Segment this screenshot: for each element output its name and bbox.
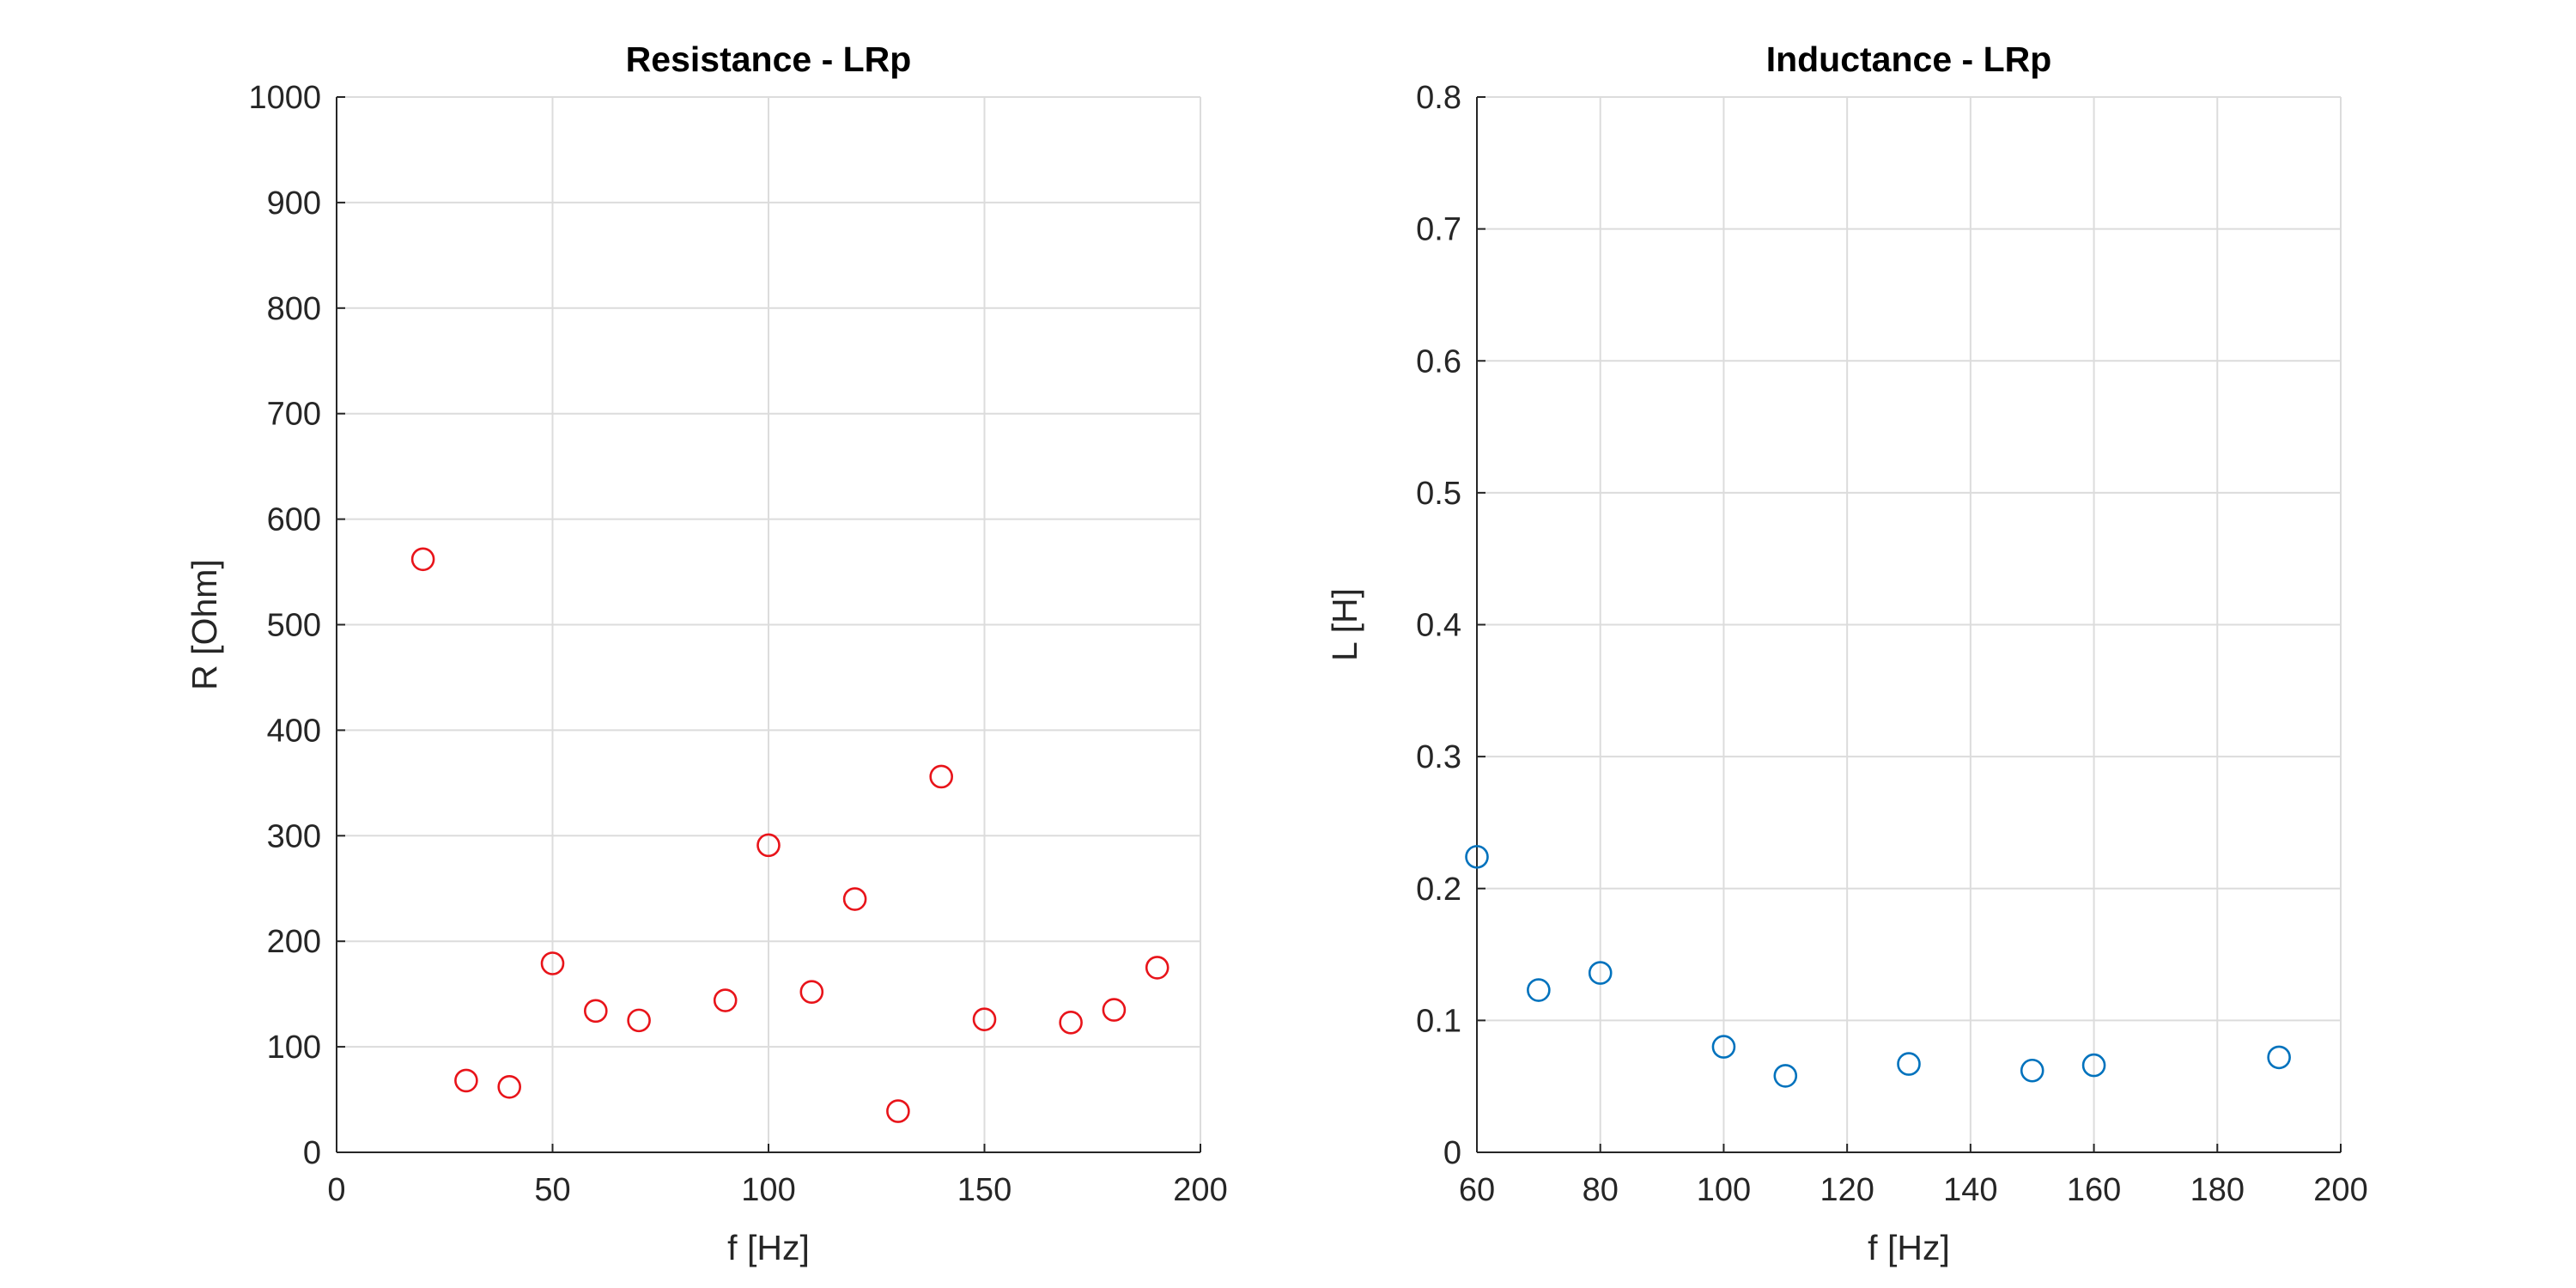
inductance-x-tick-label: 200 [2313, 1172, 2367, 1208]
resistance-y-tick-label: 800 [267, 291, 321, 327]
resistance-x-tick-label: 50 [534, 1172, 570, 1208]
resistance-y-tick-label: 200 [267, 924, 321, 960]
resistance-y-tick-label: 0 [303, 1135, 321, 1171]
resistance-axes [336, 97, 1200, 1153]
inductance-y-tick-label: 0.8 [1416, 80, 1461, 116]
inductance-plot: 60 80 100 120 140 160 180 200 0 0.1 0.2 0.3 0.4 0.5 0.… [1325, 39, 2368, 1267]
resistance-y-axis-label: R [Ohm] [185, 559, 224, 690]
inductance-y-tick-label: 0.4 [1416, 608, 1461, 644]
resistance-y-tick-label: 600 [267, 502, 321, 538]
resistance-data-point [799, 980, 824, 1004]
inductance-x-tick-label: 160 [2067, 1172, 2121, 1208]
inductance-data-point [1711, 1035, 1736, 1059]
resistance-y-tick-label: 1000 [248, 80, 321, 116]
resistance-grid [336, 96, 1201, 1153]
resistance-data-point [886, 1099, 910, 1123]
inductance-ticks: 60 80 100 120 140 160 180 200 0 0.1 0.2 0.3 0.4 0.5 0.… [1416, 80, 2368, 1208]
inductance-title: Inductance - LRp [1766, 39, 2052, 79]
resistance-x-tick-label: 0 [327, 1172, 345, 1208]
resistance-data-point [1059, 1011, 1083, 1035]
inductance-data-point [1773, 1064, 1798, 1088]
resistance-data-point [713, 988, 738, 1012]
resistance-data-point [929, 764, 953, 789]
resistance-x-axis-label: f [Hz] [727, 1228, 810, 1267]
resistance-y-tick-label: 900 [267, 185, 321, 222]
inductance-axes [1476, 97, 2341, 1153]
inductance-data-point [1588, 961, 1613, 985]
resistance-ticks: 0 50 100 150 200 0 100 200 300 400 500 600 700 800 900… [248, 80, 1227, 1208]
resistance-data-point [454, 1068, 478, 1093]
resistance-y-tick-label: 400 [267, 713, 321, 749]
resistance-data-point [972, 1007, 997, 1031]
inductance-y-tick-label: 0.1 [1416, 1003, 1461, 1039]
resistance-data-point [1145, 956, 1170, 980]
resistance-data-point [410, 547, 435, 572]
resistance-title: Resistance - LRp [626, 39, 912, 79]
resistance-y-tick-label: 500 [267, 608, 321, 644]
resistance-data-point [540, 951, 565, 975]
inductance-x-tick-label: 120 [1820, 1172, 1874, 1208]
resistance-x-tick-label: 100 [741, 1172, 795, 1208]
resistance-data-point [627, 1008, 651, 1033]
inductance-y-tick-label: 0.5 [1416, 476, 1461, 512]
resistance-x-tick-label: 200 [1173, 1172, 1227, 1208]
inductance-grid [1476, 96, 2342, 1153]
inductance-data-point [2081, 1053, 2106, 1078]
resistance-points [410, 547, 1170, 1123]
inductance-points [1465, 845, 2291, 1088]
inductance-data-point [1897, 1052, 1921, 1076]
inductance-y-tick-label: 0 [1443, 1135, 1461, 1171]
inductance-x-tick-label: 60 [1459, 1172, 1495, 1208]
resistance-data-point [583, 999, 608, 1024]
inductance-y-axis-label: L [H] [1325, 588, 1364, 661]
inductance-y-tick-label: 0.3 [1416, 739, 1461, 775]
resistance-y-tick-label: 300 [267, 818, 321, 854]
resistance-data-point [497, 1075, 522, 1099]
resistance-y-tick-label: 700 [267, 397, 321, 433]
inductance-data-point [2020, 1058, 2044, 1083]
inductance-data-point [1527, 978, 1551, 1002]
resistance-data-point [1102, 998, 1127, 1022]
inductance-x-tick-label: 140 [1943, 1172, 1997, 1208]
inductance-y-tick-label: 0.7 [1416, 212, 1461, 248]
inductance-x-tick-label: 80 [1583, 1172, 1619, 1208]
inductance-data-point [1465, 845, 1489, 869]
resistance-data-point [756, 833, 781, 858]
inductance-x-tick-label: 180 [2190, 1172, 2245, 1208]
inductance-x-axis-label: f [Hz] [1868, 1228, 1950, 1267]
resistance-data-point [842, 887, 867, 911]
resistance-plot: 0 50 100 150 200 0 100 200 300 400 500 600 700 800 900… [185, 39, 1228, 1267]
inductance-x-tick-label: 100 [1697, 1172, 1751, 1208]
resistance-x-tick-label: 150 [957, 1172, 1012, 1208]
resistance-y-tick-label: 100 [267, 1030, 321, 1066]
inductance-y-tick-label: 0.2 [1416, 872, 1461, 908]
inductance-y-tick-label: 0.6 [1416, 343, 1461, 380]
inductance-data-point [2267, 1045, 2291, 1070]
